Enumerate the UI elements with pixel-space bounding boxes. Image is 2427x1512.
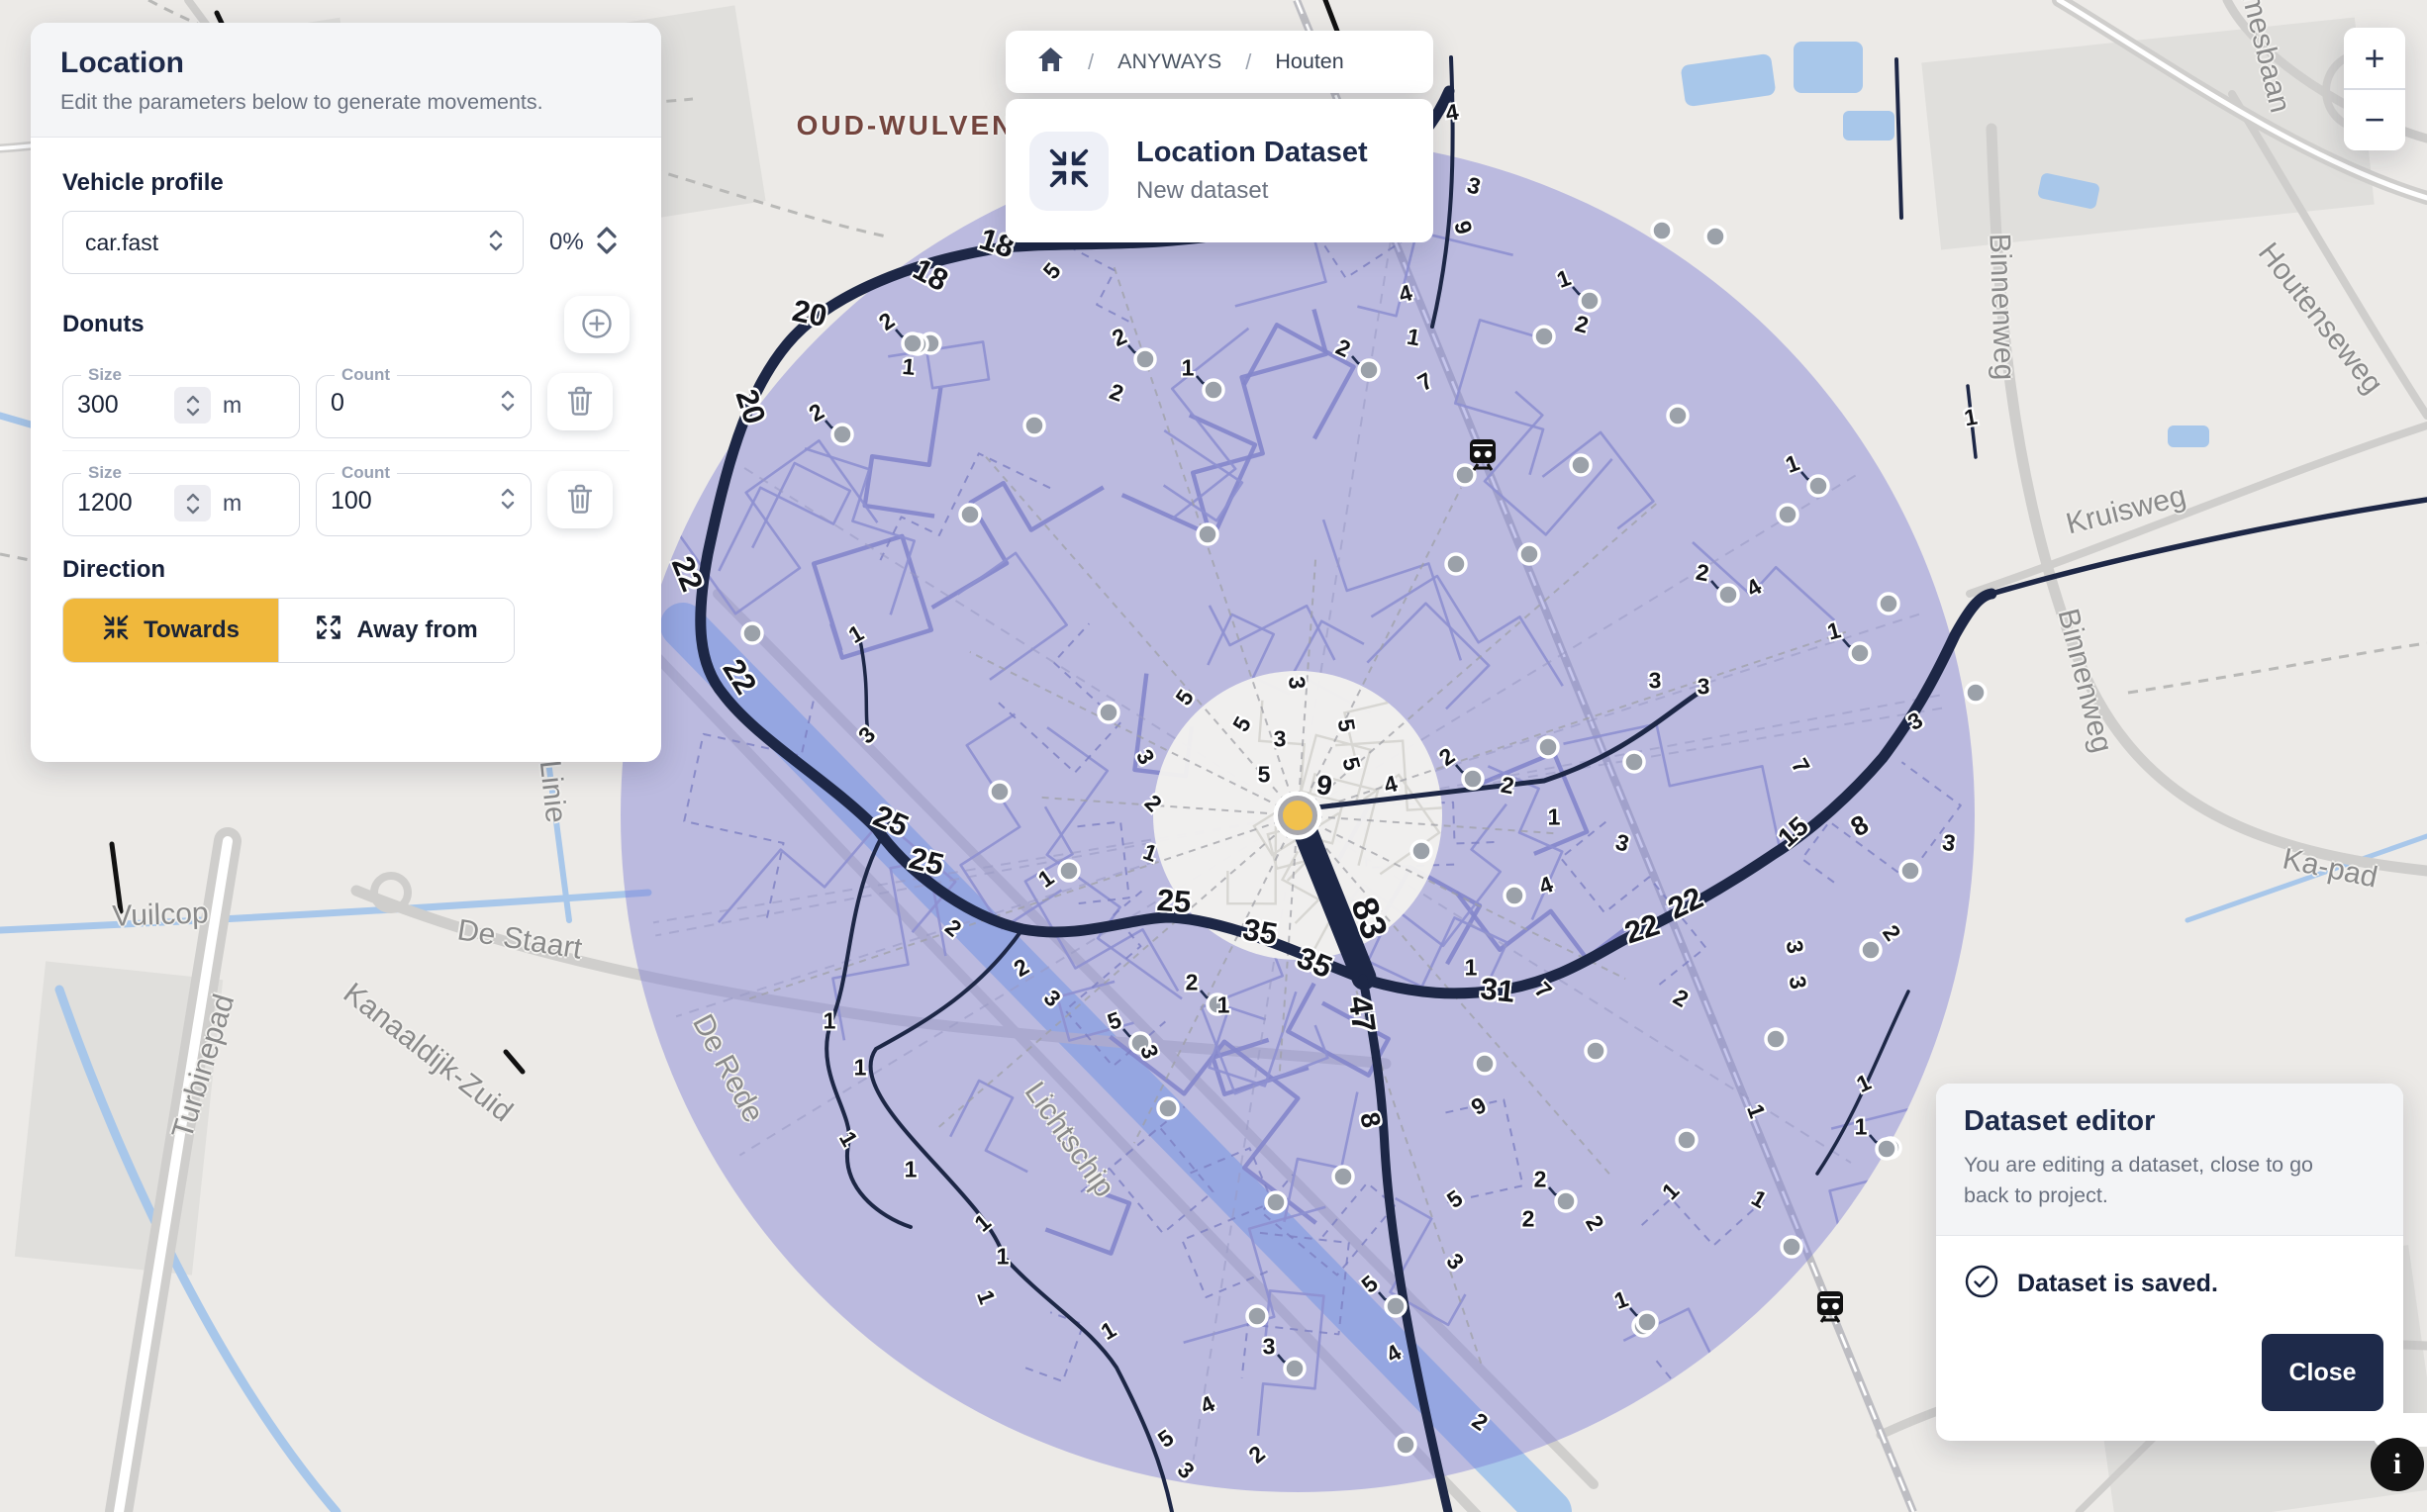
panel-subtitle: Edit the parameters below to generate mo… <box>60 90 543 114</box>
breadcrumb-item-anyways[interactable]: ANYWAYS <box>1117 49 1222 73</box>
row-divider <box>62 450 630 451</box>
count-stepper[interactable] <box>499 387 517 420</box>
donut-size-input[interactable] <box>77 489 162 518</box>
location-dataset-icon-tile <box>1029 131 1109 211</box>
add-donut-button[interactable] <box>564 296 630 353</box>
dataset-editor-header: Dataset editor You are editing a dataset… <box>1936 1084 2403 1237</box>
saved-status-text: Dataset is saved. <box>2017 1270 2218 1298</box>
direction-label: Direction <box>62 556 166 583</box>
donut-count-input[interactable] <box>331 389 426 418</box>
breadcrumb: / ANYWAYS / Houten <box>1006 31 1433 93</box>
count-stepper[interactable] <box>499 485 517 518</box>
percent-stepper[interactable]: 0% <box>549 223 620 263</box>
breadcrumb-separator: / <box>1088 48 1095 74</box>
count-field-label: Count <box>341 365 391 384</box>
zoom-out-button[interactable]: − <box>2344 89 2405 150</box>
vehicle-profile-select[interactable]: car.fast <box>62 211 524 274</box>
expand-arrows-icon <box>315 614 342 648</box>
editor-title: Dataset editor <box>1964 1105 2156 1137</box>
chevron-updown-icon <box>594 223 620 263</box>
zoom-in-button[interactable]: + <box>2344 28 2405 89</box>
divider <box>2344 88 2405 90</box>
route-network <box>695 55 2427 1512</box>
dataset-subtitle: New dataset <box>1136 177 1269 204</box>
donut-row: Size m Count <box>62 463 630 536</box>
dataset-card[interactable]: Location Dataset New dataset <box>1006 99 1433 242</box>
home-icon[interactable] <box>1037 47 1064 77</box>
count-field-label: Count <box>341 463 391 482</box>
donut-size-field[interactable]: Size m <box>62 463 300 536</box>
breadcrumb-item-houten[interactable]: Houten <box>1275 49 1344 73</box>
size-field-label: Size <box>88 365 123 384</box>
chevron-updown-icon <box>487 226 505 260</box>
dataset-title: Location Dataset <box>1136 137 1368 168</box>
location-panel-header: Location Edit the parameters below to ge… <box>31 23 661 138</box>
vehicle-profile-value: car.fast <box>85 229 159 255</box>
check-circle-icon <box>1964 1264 1999 1304</box>
info-icon[interactable]: i <box>2371 1438 2424 1491</box>
percent-value: 0% <box>549 229 584 255</box>
direction-towards-button[interactable]: Towards <box>63 599 279 662</box>
trash-icon <box>564 482 596 519</box>
donut-size-field[interactable]: Size m <box>62 365 300 438</box>
close-editor-button[interactable]: Close <box>2262 1334 2383 1411</box>
donuts-label: Donuts <box>62 311 145 337</box>
donut-count-input[interactable] <box>331 487 426 516</box>
size-field-label: Size <box>88 463 123 482</box>
donut-count-field[interactable]: Count <box>316 463 532 536</box>
panel-title: Location <box>60 47 184 79</box>
location-panel: Location Edit the parameters below to ge… <box>31 23 661 762</box>
delete-donut-button[interactable] <box>547 471 613 528</box>
vehicle-profile-label: Vehicle profile <box>62 169 224 196</box>
map-zoom-control: + − <box>2344 28 2405 150</box>
compress-arrows-icon <box>102 614 130 648</box>
size-stepper[interactable] <box>174 485 211 521</box>
breadcrumb-separator: / <box>1245 48 1252 74</box>
donut-row: Size m Count <box>62 365 630 438</box>
dataset-editor-panel: Dataset editor You are editing a dataset… <box>1936 1084 2403 1441</box>
trash-icon <box>564 384 596 421</box>
away-from-label: Away from <box>356 616 478 643</box>
donut-count-field[interactable]: Count <box>316 365 532 438</box>
donut-size-input[interactable] <box>77 391 162 420</box>
size-stepper[interactable] <box>174 387 211 424</box>
editor-description: You are editing a dataset, close to go b… <box>1964 1153 2314 1208</box>
delete-donut-button[interactable] <box>547 373 613 430</box>
size-unit-label: m <box>223 392 243 418</box>
direction-away-button[interactable]: Away from <box>278 599 514 662</box>
size-unit-label: m <box>223 490 243 516</box>
compress-arrows-icon <box>1047 146 1091 195</box>
direction-toggle: Towards Away from <box>62 598 515 663</box>
plus-circle-icon <box>580 307 614 343</box>
towards-label: Towards <box>144 616 240 643</box>
